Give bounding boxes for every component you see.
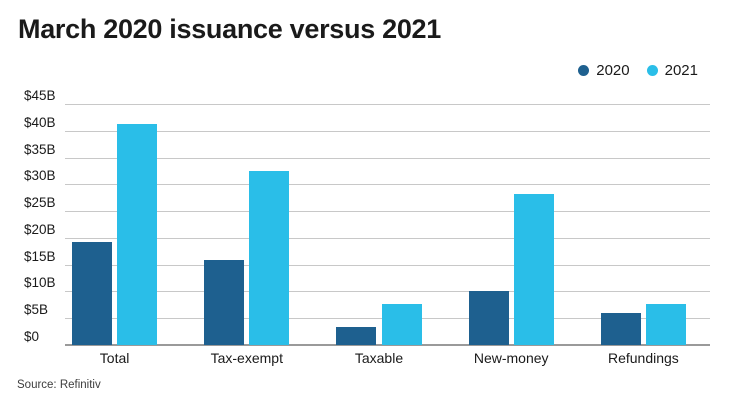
gridline	[65, 264, 710, 266]
bar-2020-taxable	[336, 326, 377, 345]
x-axis-label: Refundings	[607, 350, 679, 366]
y-axis-label: $0	[24, 329, 40, 344]
legend-dot-2021-icon	[646, 65, 658, 76]
bar-2021-total	[117, 123, 158, 345]
y-axis-label: $25B	[24, 195, 56, 211]
legend-item-2020: 2020	[578, 62, 630, 79]
y-axis-label: $35B	[24, 141, 56, 157]
gridline	[65, 157, 710, 159]
gridline	[65, 237, 710, 239]
y-axis-label: $10B	[24, 275, 56, 291]
bar-2020-new-money	[468, 290, 509, 345]
bar-2020-refundings	[600, 312, 641, 345]
x-axis-line	[65, 344, 710, 346]
gridline	[65, 184, 710, 186]
bar-2021-refundings	[646, 303, 686, 345]
chart-title: March 2020 issuance versus 2021	[18, 14, 441, 44]
y-axis-label: $15B	[24, 248, 56, 264]
y-axis-label: $5B	[24, 302, 49, 318]
gridline	[65, 211, 710, 213]
source-attribution: Source: Refinitiv	[17, 379, 101, 391]
x-axis-label: Total	[99, 350, 130, 366]
bar-2021-tax-exempt	[249, 171, 290, 345]
y-axis-label: $20B	[24, 221, 56, 237]
bar-2021-taxable	[381, 304, 422, 345]
chart-legend: 2020 2021	[578, 62, 698, 79]
gridline	[65, 130, 710, 132]
legend-label-2020: 2020	[596, 62, 630, 79]
y-axis-label: $30B	[24, 168, 56, 184]
bar-2020-tax-exempt	[204, 259, 245, 345]
y-axis-label: $40B	[24, 114, 56, 130]
gridline	[65, 291, 710, 293]
legend-label-2021: 2021	[664, 62, 698, 79]
y-axis-label: $45B	[24, 88, 56, 103]
legend-item-2021: 2021	[646, 62, 698, 79]
x-axis-label: Tax-exempt	[210, 350, 283, 366]
x-axis-label: Taxable	[354, 350, 404, 366]
gridline	[65, 104, 710, 105]
bar-2021-new-money	[513, 193, 554, 345]
legend-dot-2020-icon	[578, 65, 590, 76]
bar-2020-total	[72, 241, 112, 345]
x-axis-label: New-money	[473, 350, 549, 366]
